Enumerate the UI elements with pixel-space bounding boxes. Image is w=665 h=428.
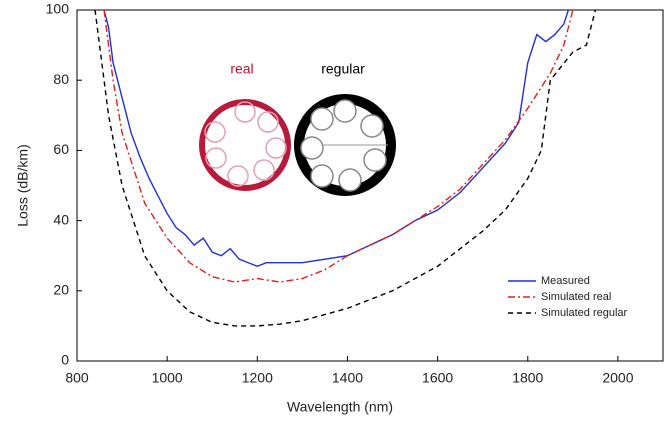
regular-fiber [294, 94, 396, 196]
y-tick-label: 100 [46, 1, 70, 17]
y-tick-label: 40 [53, 211, 69, 227]
y-tick-label: 80 [53, 71, 69, 87]
inset [199, 94, 396, 196]
x-tick-label: 2000 [602, 370, 633, 386]
x-tick-label: 1800 [512, 370, 543, 386]
series-line [103, 10, 570, 267]
y-tick-label: 60 [53, 141, 69, 157]
y-tick-label: 20 [53, 282, 69, 298]
x-tick-label: 1400 [332, 370, 363, 386]
legend-label: Measured [541, 275, 590, 287]
x-tick-label: 1200 [242, 370, 273, 386]
legend-label: Simulated real [541, 291, 611, 303]
plot-frame [76, 9, 664, 362]
x-tick-label: 1000 [152, 370, 183, 386]
annotation: real [230, 61, 253, 77]
series-line [94, 10, 597, 327]
x-tick-label: 800 [65, 370, 89, 386]
x-axis-label: Wavelength (nm) [287, 399, 393, 415]
x-tick-label: 1600 [422, 370, 453, 386]
y-axis-label: Loss (dB/km) [15, 144, 31, 226]
legend-label: Simulated regular [541, 307, 628, 319]
series-line [103, 10, 574, 283]
y-tick-label: 0 [61, 352, 69, 368]
annotation: regular [321, 61, 365, 77]
